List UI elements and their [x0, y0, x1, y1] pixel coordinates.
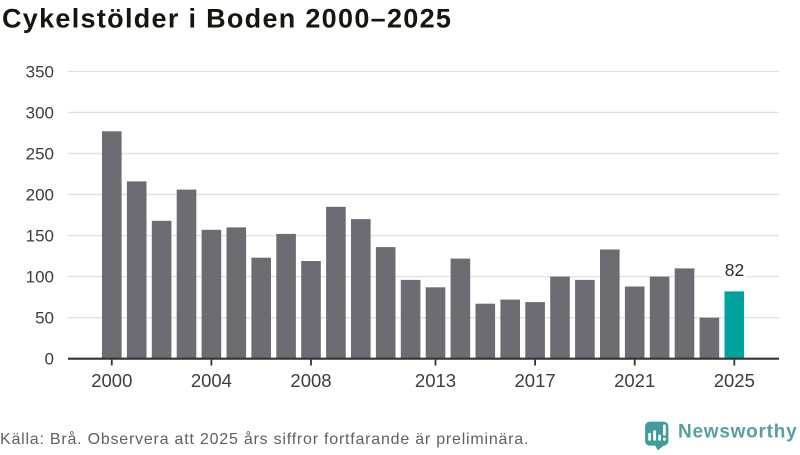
svg-text:Cykelstölder i Boden 2000–2025: Cykelstölder i Boden 2000–2025: [2, 4, 452, 34]
svg-text:2004: 2004: [191, 370, 232, 391]
svg-text:2008: 2008: [290, 370, 331, 391]
svg-text:150: 150: [26, 227, 54, 246]
svg-text:250: 250: [26, 144, 54, 163]
svg-text:82: 82: [725, 260, 744, 280]
svg-text:0: 0: [45, 350, 54, 369]
svg-text:300: 300: [26, 103, 54, 122]
svg-text:350: 350: [26, 62, 54, 81]
svg-text:2013: 2013: [415, 370, 456, 391]
svg-text:Källa: Brå. Observera att 2025: Källa: Brå. Observera att 2025 års siffr…: [0, 430, 529, 448]
svg-text:200: 200: [26, 185, 54, 204]
svg-text:2021: 2021: [614, 370, 655, 391]
svg-text:50: 50: [35, 309, 54, 328]
svg-text:Newsworthy: Newsworthy: [678, 422, 797, 443]
svg-text:2017: 2017: [515, 370, 556, 391]
svg-text:2000: 2000: [91, 370, 132, 391]
svg-text:2025: 2025: [714, 370, 755, 391]
svg-text:100: 100: [26, 268, 54, 287]
